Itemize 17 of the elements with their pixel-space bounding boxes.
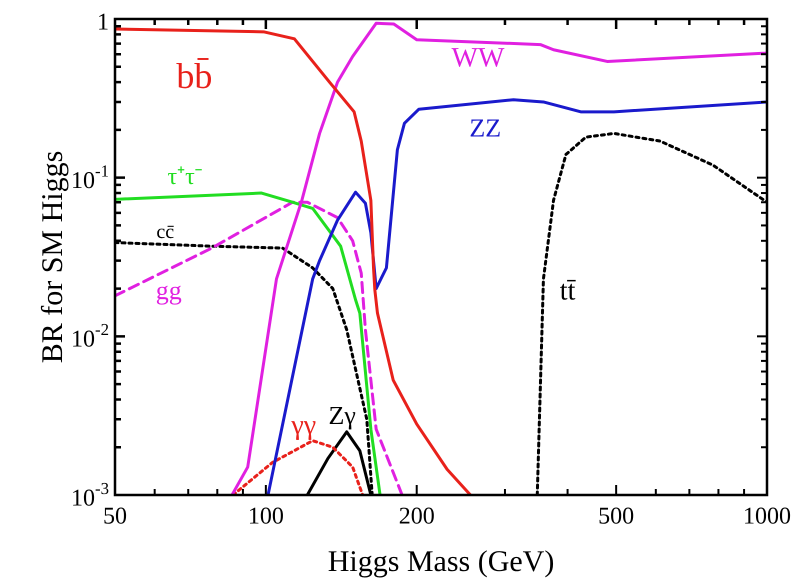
x-tick-label: 100 xyxy=(248,503,284,530)
series-label: cc̄ xyxy=(156,220,175,243)
series-label: bb̄ xyxy=(176,56,212,96)
series-label: gg xyxy=(156,276,182,305)
series-label: γγ xyxy=(290,410,316,441)
x-tick-label: 1000 xyxy=(743,503,791,530)
x-tick-label: 50 xyxy=(103,503,127,530)
x-tick-label: 500 xyxy=(598,503,634,530)
series-label: τ⁺τ⁻ xyxy=(167,164,203,190)
x-axis-title: Higgs Mass (GeV) xyxy=(328,544,554,578)
series-label: Zγ xyxy=(328,400,356,430)
series-label: tt̄ xyxy=(560,275,576,306)
series-label: WW xyxy=(452,42,505,74)
series-label: ZZ xyxy=(469,114,502,143)
y-axis-title: BR for SM Higgs xyxy=(36,150,69,364)
y-tick-label: 1 xyxy=(97,9,109,36)
x-tick-label: 200 xyxy=(398,503,435,530)
